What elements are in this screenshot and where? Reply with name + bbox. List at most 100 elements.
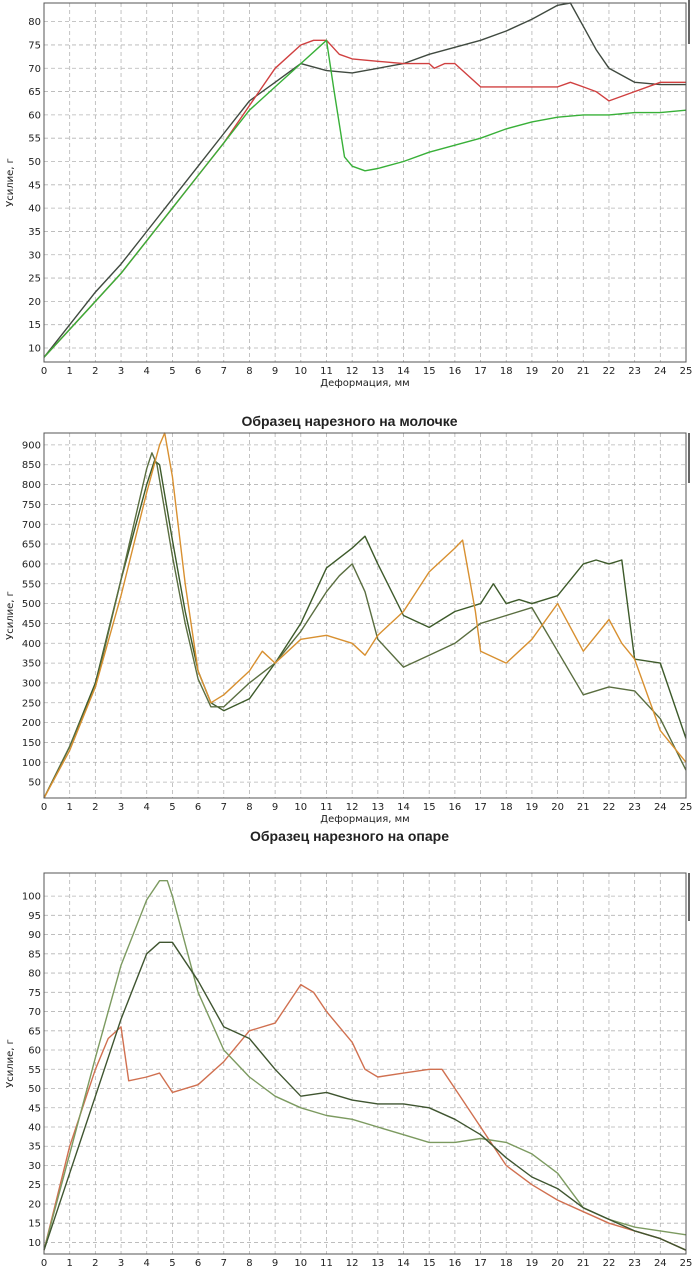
x-tick-label: 24 (654, 366, 667, 377)
y-tick-label: 60 (28, 110, 41, 121)
x-axis-label: Деформация, мм (320, 814, 409, 825)
x-tick-label: 22 (603, 366, 616, 377)
plot-frame (43, 432, 687, 799)
x-tick-label: 13 (371, 366, 384, 377)
x-tick-label: 16 (449, 1258, 462, 1269)
x-tick-label: 18 (500, 366, 513, 377)
x-tick-label: 4 (144, 1258, 150, 1269)
y-tick-label: 500 (22, 599, 41, 610)
y-tick-label: 90 (28, 930, 41, 941)
series-line-2 (43, 452, 687, 799)
plot-area (44, 3, 686, 362)
x-tick-label: 7 (221, 366, 227, 377)
y-tick-label: 15 (28, 320, 41, 331)
y-tick-label: 30 (28, 1161, 41, 1172)
chart-3-title: Образец нарезного на опаре (249, 828, 449, 844)
x-tick-label: 9 (272, 802, 278, 813)
x-tick-label: 8 (246, 366, 252, 377)
y-tick-label: 60 (28, 1046, 41, 1057)
y-tick-label: 55 (28, 134, 41, 145)
y-tick-label: 10 (28, 344, 41, 355)
x-tick-label: 14 (397, 366, 410, 377)
chart-2-title: Образец нарезного на молочке (241, 413, 458, 429)
y-axis-label: Усилие, г (5, 158, 16, 207)
y-tick-label: 350 (22, 659, 41, 670)
x-tick-label: 0 (41, 802, 47, 813)
y-tick-label: 20 (28, 297, 41, 308)
x-axis-label: Деформация, мм (320, 378, 409, 389)
x-tick-label: 5 (169, 366, 175, 377)
x-tick-label: 15 (423, 366, 436, 377)
y-tick-label: 200 (22, 718, 41, 729)
x-tick-label: 3 (118, 1258, 124, 1269)
y-tick-label: 750 (22, 500, 41, 511)
x-tick-label: 15 (423, 802, 436, 813)
x-tick-label: 22 (603, 802, 616, 813)
y-tick-label: 550 (22, 579, 41, 590)
y-tick-label: 40 (28, 1123, 41, 1134)
y-axis-label: Усилие, г (5, 1039, 16, 1088)
y-tick-label: 75 (28, 40, 41, 51)
x-tick-label: 12 (346, 366, 359, 377)
x-tick-label: 20 (551, 366, 564, 377)
y-tick-label: 35 (28, 1142, 41, 1153)
x-tick-label: 23 (628, 366, 641, 377)
y-tick-label: 400 (22, 639, 41, 650)
x-tick-label: 13 (371, 1258, 384, 1269)
y-tick-label: 85 (28, 949, 41, 960)
x-tick-label: 15 (423, 1258, 436, 1269)
x-tick-label: 22 (603, 1258, 616, 1269)
y-tick-label: 65 (28, 1026, 41, 1037)
y-tick-label: 650 (22, 540, 41, 551)
x-tick-label: 24 (654, 802, 667, 813)
y-tick-label: 800 (22, 480, 41, 491)
x-tick-label: 20 (551, 1258, 564, 1269)
y-tick-label: 80 (28, 969, 41, 980)
plot-frame (43, 2, 687, 363)
x-tick-label: 17 (474, 366, 487, 377)
x-tick-label: 2 (92, 1258, 98, 1269)
x-tick-label: 2 (92, 802, 98, 813)
series-line-3 (43, 432, 687, 799)
x-tick-label: 21 (577, 802, 590, 813)
x-tick-label: 21 (577, 1258, 590, 1269)
edge-marker-3 (688, 873, 690, 921)
y-tick-label: 45 (28, 180, 41, 191)
y-tick-label: 100 (22, 758, 41, 769)
y-tick-label: 250 (22, 698, 41, 709)
series-line-1 (43, 460, 687, 799)
x-tick-label: 13 (371, 802, 384, 813)
x-tick-label: 11 (320, 1258, 333, 1269)
x-tick-label: 6 (195, 366, 201, 377)
x-tick-label: 14 (397, 802, 410, 813)
y-tick-label: 700 (22, 520, 41, 531)
y-tick-label: 95 (28, 911, 41, 922)
x-tick-label: 1 (66, 802, 72, 813)
y-tick-label: 75 (28, 988, 41, 999)
y-tick-label: 600 (22, 559, 41, 570)
x-tick-label: 11 (320, 802, 333, 813)
y-tick-label: 70 (28, 1007, 41, 1018)
x-tick-label: 18 (500, 1258, 513, 1269)
y-axis-label: Усилие, г (5, 591, 16, 640)
x-tick-label: 19 (526, 802, 539, 813)
x-tick-label: 8 (246, 1258, 252, 1269)
x-tick-label: 16 (449, 366, 462, 377)
x-tick-label: 7 (221, 802, 227, 813)
plot-area (44, 433, 686, 798)
edge-marker-1 (688, 0, 690, 44)
x-tick-label: 10 (294, 802, 307, 813)
x-tick-label: 25 (680, 366, 693, 377)
x-tick-label: 12 (346, 802, 359, 813)
y-tick-label: 55 (28, 1065, 41, 1076)
x-tick-label: 6 (195, 802, 201, 813)
y-tick-label: 50 (28, 157, 41, 168)
series-line-2 (43, 880, 687, 1251)
x-tick-label: 3 (118, 366, 124, 377)
x-tick-label: 1 (66, 366, 72, 377)
x-tick-label: 20 (551, 802, 564, 813)
y-tick-label: 10 (28, 1238, 41, 1249)
y-tick-label: 450 (22, 619, 41, 630)
x-tick-label: 16 (449, 802, 462, 813)
x-tick-label: 24 (654, 1258, 667, 1269)
